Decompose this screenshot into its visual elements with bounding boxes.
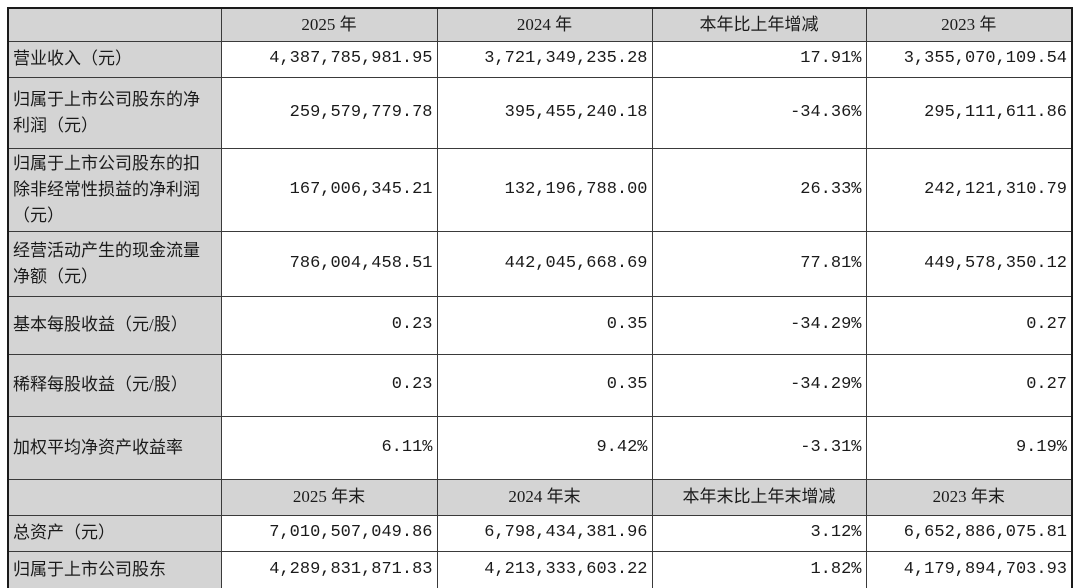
cell-value: 4,213,333,603.22	[436, 550, 653, 588]
corner-header-cell	[7, 7, 222, 42]
column-header: 2025 年末	[220, 478, 438, 516]
column-header: 2024 年	[436, 7, 653, 42]
table-row: 营业收入（元） 4,387,785,981.95 3,721,349,235.28 1…	[7, 40, 1073, 78]
row-label: 稀释每股收益（元/股）	[7, 353, 222, 417]
cell-value: 0.23	[220, 295, 438, 355]
cell-value: 295,111,611.86	[865, 76, 1073, 149]
table-header-row: 2025 年 2024 年本年比上年增减 2023 年	[7, 7, 1073, 42]
column-header: 2023 年	[865, 7, 1073, 42]
cell-value: 786,004,458.51	[220, 230, 438, 297]
row-label: 总资产（元）	[7, 514, 222, 552]
financial-summary-table: 2025 年 2024 年本年比上年增减 2023 年营业收入（元） 4,387,78…	[7, 7, 1073, 588]
row-label: 归属于上市公司股东的扣除非经常性损益的净利润（元）	[7, 147, 222, 232]
cell-value: 259,579,779.78	[220, 76, 438, 149]
row-label: 经营活动产生的现金流量净额（元）	[7, 230, 222, 297]
cell-value: 7,010,507,049.86	[220, 514, 438, 552]
corner-header-cell	[7, 478, 222, 516]
cell-value: 9.42%	[436, 415, 653, 480]
table-row: 稀释每股收益（元/股） 0.23 0.35 -34.29% 0.27	[7, 353, 1073, 417]
cell-value: 6,652,886,075.81	[865, 514, 1073, 552]
financial-table-body: 2025 年 2024 年本年比上年增减 2023 年营业收入（元） 4,387,78…	[7, 7, 1073, 588]
cell-value: 3,355,070,109.54	[865, 40, 1073, 78]
column-header: 本年比上年增减	[651, 7, 867, 42]
cell-value: 0.35	[436, 353, 653, 417]
cell-value: 77.81%	[651, 230, 867, 297]
row-label: 归属于上市公司股东的净利润（元）	[7, 76, 222, 149]
table-header-row: 2025 年末 2024 年末 本年末比上年末增减 2023 年末	[7, 478, 1073, 516]
cell-value: 17.91%	[651, 40, 867, 78]
cell-value: 4,387,785,981.95	[220, 40, 438, 78]
table-row: 总资产（元） 7,010,507,049.86 6,798,434,381.96 3.…	[7, 514, 1073, 552]
cell-value: 442,045,668.69	[436, 230, 653, 297]
cell-value: 4,289,831,871.83	[220, 550, 438, 588]
table-row: 加权平均净资产收益率 6.11% 9.42% -3.31% 9.19%	[7, 415, 1073, 480]
cell-value: 3.12%	[651, 514, 867, 552]
cell-value: 26.33%	[651, 147, 867, 232]
row-label: 营业收入（元）	[7, 40, 222, 78]
column-header: 2024 年末	[436, 478, 653, 516]
table-row: 基本每股收益（元/股） 0.23 0.35 -34.29% 0.27	[7, 295, 1073, 355]
cell-value: -34.36%	[651, 76, 867, 149]
cell-value: 4,179,894,703.93	[865, 550, 1073, 588]
cell-value: 132,196,788.00	[436, 147, 653, 232]
cell-value: 3,721,349,235.28	[436, 40, 653, 78]
cell-value: 6.11%	[220, 415, 438, 480]
table-row: 归属于上市公司股东 4,289,831,871.83 4,213,333,603.2…	[7, 550, 1073, 588]
table-row: 归属于上市公司股东的扣除非经常性损益的净利润（元） 167,006,345.21 1…	[7, 147, 1073, 232]
cell-value: 0.35	[436, 295, 653, 355]
table-row: 经营活动产生的现金流量净额（元） 786,004,458.51 442,045,66…	[7, 230, 1073, 297]
row-label: 归属于上市公司股东	[7, 550, 222, 588]
column-header: 2025 年	[220, 7, 438, 42]
cell-value: 395,455,240.18	[436, 76, 653, 149]
cell-value: 167,006,345.21	[220, 147, 438, 232]
cell-value: -34.29%	[651, 295, 867, 355]
column-header: 本年末比上年末增减	[651, 478, 867, 516]
row-label: 加权平均净资产收益率	[7, 415, 222, 480]
cell-value: 1.82%	[651, 550, 867, 588]
cell-value: 9.19%	[865, 415, 1073, 480]
table-row: 归属于上市公司股东的净利润（元） 259,579,779.78 395,455,24…	[7, 76, 1073, 149]
cell-value: 242,121,310.79	[865, 147, 1073, 232]
cell-value: 0.23	[220, 353, 438, 417]
cell-value: 6,798,434,381.96	[436, 514, 653, 552]
column-header: 2023 年末	[865, 478, 1073, 516]
row-label: 基本每股收益（元/股）	[7, 295, 222, 355]
cell-value: 449,578,350.12	[865, 230, 1073, 297]
cell-value: 0.27	[865, 295, 1073, 355]
cell-value: -3.31%	[651, 415, 867, 480]
cell-value: -34.29%	[651, 353, 867, 417]
cell-value: 0.27	[865, 353, 1073, 417]
